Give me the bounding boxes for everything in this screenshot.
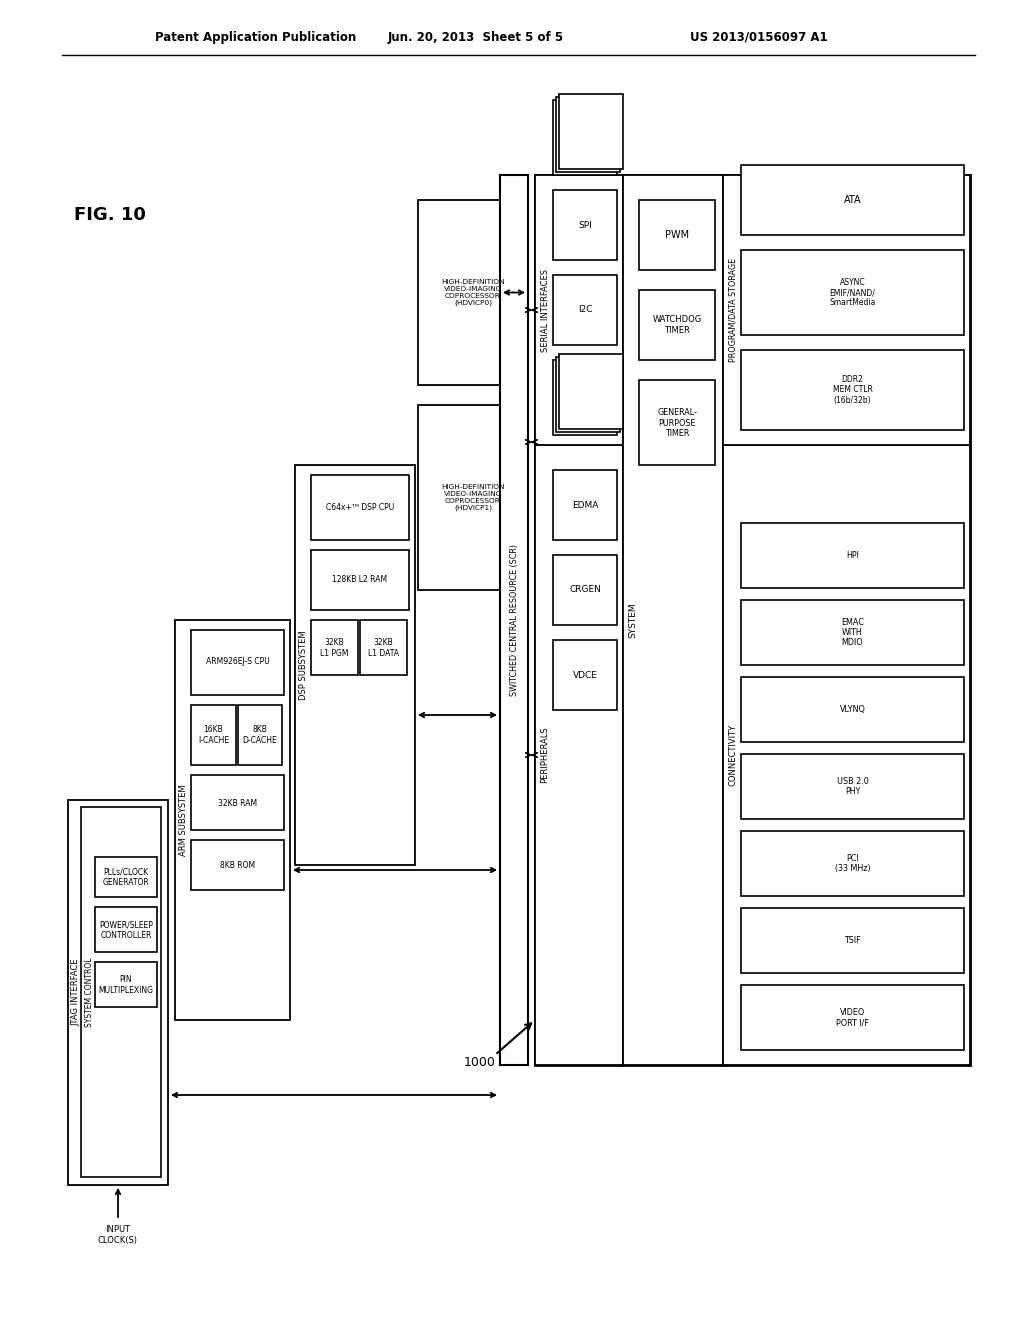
Bar <box>68 800 168 1185</box>
Bar <box>556 356 620 432</box>
Bar <box>418 201 528 385</box>
Bar <box>741 350 964 430</box>
Bar <box>553 275 617 345</box>
Bar <box>639 201 715 271</box>
Text: POWER/SLEEP
CONTROLLER: POWER/SLEEP CONTROLLER <box>99 920 153 940</box>
Bar <box>639 290 715 360</box>
Bar <box>311 550 409 610</box>
Bar <box>191 840 284 890</box>
Bar <box>191 630 284 696</box>
Text: ARM SUBSYSTEM: ARM SUBSYSTEM <box>178 784 187 855</box>
Text: USB 2.0
PHY: USB 2.0 PHY <box>837 776 868 796</box>
Text: McASP: McASP <box>573 389 603 399</box>
Bar <box>295 465 415 865</box>
Text: PIN
MULTIPLEXING: PIN MULTIPLEXING <box>98 975 154 995</box>
Bar <box>556 96 620 172</box>
Bar <box>191 775 284 830</box>
Text: ATA: ATA <box>844 195 861 205</box>
Bar <box>623 176 723 1065</box>
Text: TSIF: TSIF <box>844 936 861 945</box>
Bar <box>741 601 964 665</box>
Text: Patent Application Publication: Patent Application Publication <box>155 30 356 44</box>
Text: 128KB L2 RAM: 128KB L2 RAM <box>333 576 387 585</box>
Text: PCI
(33 MHz): PCI (33 MHz) <box>835 854 870 874</box>
Bar <box>723 445 970 1065</box>
Text: EDMA: EDMA <box>571 500 598 510</box>
Bar <box>81 807 161 1177</box>
Text: Jun. 20, 2013  Sheet 5 of 5: Jun. 20, 2013 Sheet 5 of 5 <box>388 30 564 44</box>
Text: SWITCHED CENTRAL RESOURCE (SCR): SWITCHED CENTRAL RESOURCE (SCR) <box>510 544 518 696</box>
Bar <box>741 985 964 1049</box>
Bar <box>500 176 528 1065</box>
Bar <box>741 832 964 896</box>
Bar <box>311 620 358 675</box>
Text: UART: UART <box>577 129 600 139</box>
Bar <box>723 176 970 445</box>
Bar <box>95 962 157 1007</box>
Bar <box>553 360 617 436</box>
Bar <box>238 705 283 766</box>
Text: HIGH-DEFINITION
VIDEO-IMAGING
COPROCESSOR
(HDVICP0): HIGH-DEFINITION VIDEO-IMAGING COPROCESSO… <box>441 279 505 306</box>
Bar <box>535 176 970 1065</box>
Text: DSP SUBSYSTEM: DSP SUBSYSTEM <box>299 630 307 700</box>
Text: INPUT
CLOCK(S): INPUT CLOCK(S) <box>98 1225 138 1245</box>
Text: ASYNC
EMIF/NAND/
SmartMedia: ASYNC EMIF/NAND/ SmartMedia <box>829 277 876 308</box>
Bar <box>741 908 964 973</box>
Bar <box>559 354 623 429</box>
Text: CONNECTIVITY: CONNECTIVITY <box>728 723 737 787</box>
Text: 8KB ROM: 8KB ROM <box>220 861 255 870</box>
Text: I2C: I2C <box>578 305 592 314</box>
Text: DDR2
MEM CTLR
(16b/32b): DDR2 MEM CTLR (16b/32b) <box>833 375 872 405</box>
Bar <box>553 190 617 260</box>
Text: EMAC
WITH
MDIO: EMAC WITH MDIO <box>841 618 864 647</box>
Text: 32KB RAM: 32KB RAM <box>218 799 257 808</box>
Text: GENERAL-
PURPOSE
TIMER: GENERAL- PURPOSE TIMER <box>657 408 697 438</box>
Text: JTAG INTERFACE: JTAG INTERFACE <box>72 958 81 1026</box>
Text: PROGRAM/DATA STORAGE: PROGRAM/DATA STORAGE <box>728 257 737 362</box>
Bar <box>360 620 408 675</box>
Bar <box>741 249 964 335</box>
Text: 1000: 1000 <box>464 1056 496 1068</box>
Text: 16KB
I-CACHE: 16KB I-CACHE <box>198 725 229 744</box>
Bar <box>553 470 617 540</box>
Text: SERIAL INTERFACES: SERIAL INTERFACES <box>541 268 550 351</box>
Text: US 2013/0156097 A1: US 2013/0156097 A1 <box>690 30 827 44</box>
Text: HPI: HPI <box>846 550 859 560</box>
Text: VIDEO
PORT I/F: VIDEO PORT I/F <box>837 1007 869 1027</box>
Text: FIG. 10: FIG. 10 <box>74 206 146 224</box>
Text: SYSTEM CONTROL: SYSTEM CONTROL <box>85 957 93 1027</box>
Bar <box>741 523 964 587</box>
Text: VDCE: VDCE <box>572 671 597 680</box>
Bar <box>535 176 623 445</box>
Bar <box>191 705 236 766</box>
Bar <box>553 640 617 710</box>
Bar <box>553 100 617 176</box>
Text: 8KB
D-CACHE: 8KB D-CACHE <box>243 725 278 744</box>
Bar <box>741 754 964 818</box>
Bar <box>639 380 715 465</box>
Text: HIGH-DEFINITION
VIDEO-IMAGING
COPROCESSOR
(HDVICP1): HIGH-DEFINITION VIDEO-IMAGING COPROCESSO… <box>441 483 505 511</box>
Bar <box>418 405 528 590</box>
Text: PLLs/CLOCK
GENERATOR: PLLs/CLOCK GENERATOR <box>102 867 150 887</box>
Text: SPI: SPI <box>579 220 592 230</box>
Bar <box>741 165 964 235</box>
Text: SYSTEM: SYSTEM <box>629 602 638 638</box>
Bar <box>311 475 409 540</box>
Text: C64x+ᵀᴹ DSP CPU: C64x+ᵀᴹ DSP CPU <box>326 503 394 511</box>
Bar <box>553 554 617 624</box>
Text: CRGEN: CRGEN <box>569 586 601 594</box>
Text: ARM926EJ-S CPU: ARM926EJ-S CPU <box>206 657 269 667</box>
Text: 32KB
L1 DATA: 32KB L1 DATA <box>368 639 399 657</box>
Text: WATCHDOG
TIMER: WATCHDOG TIMER <box>652 315 701 335</box>
Bar <box>741 677 964 742</box>
Text: 32KB
L1 PGM: 32KB L1 PGM <box>321 639 349 657</box>
Bar <box>559 94 623 169</box>
Text: VLYNQ: VLYNQ <box>840 705 865 714</box>
Text: PWM: PWM <box>665 230 689 240</box>
Bar <box>95 907 157 952</box>
Bar <box>535 445 623 1065</box>
Text: PERIPHERALS: PERIPHERALS <box>541 727 550 783</box>
Bar <box>175 620 290 1020</box>
Bar <box>95 857 157 898</box>
